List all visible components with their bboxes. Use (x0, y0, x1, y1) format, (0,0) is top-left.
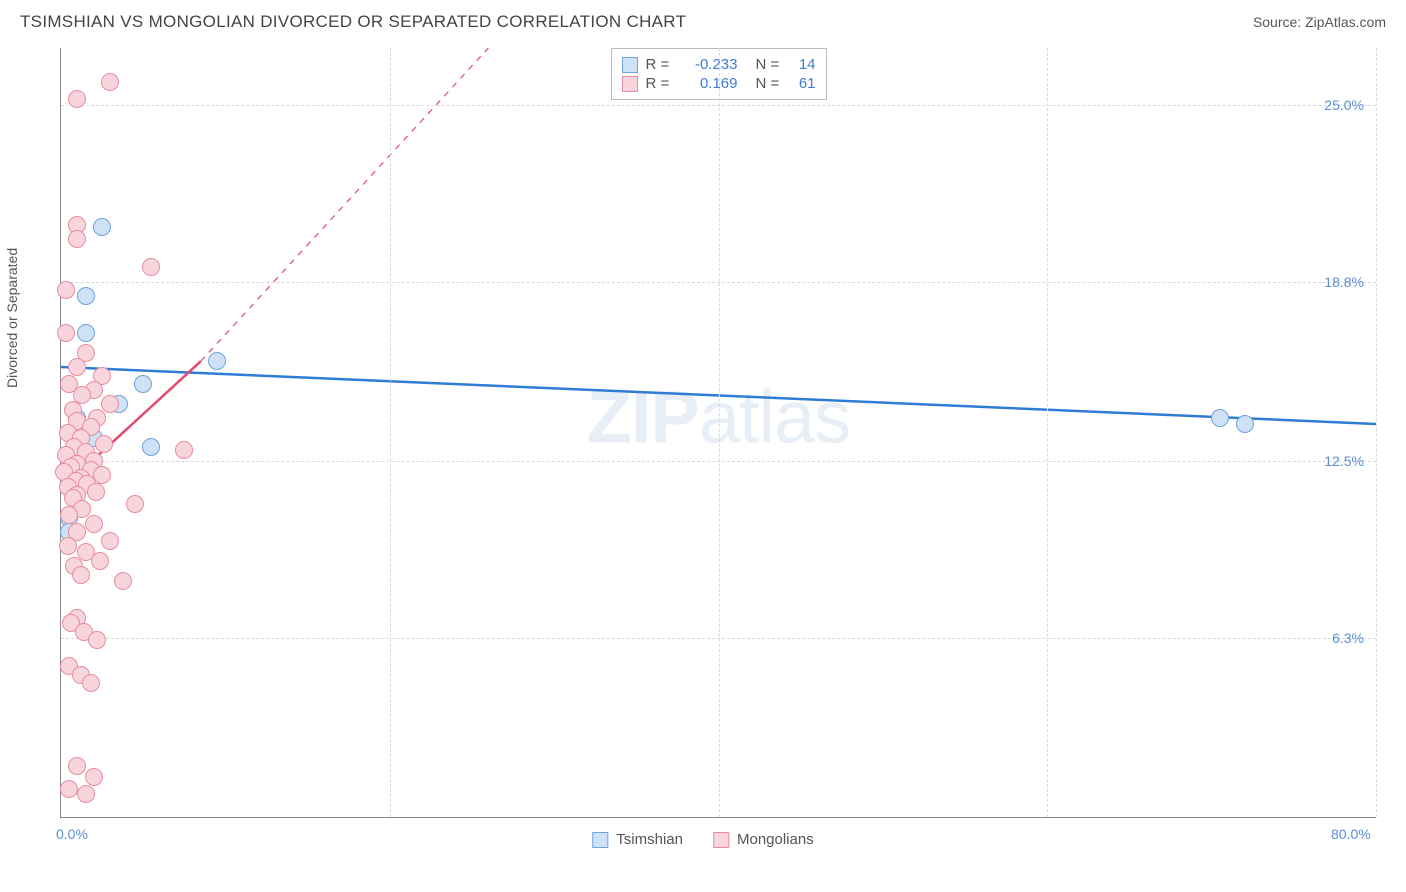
stat-r-label: R = (646, 75, 674, 92)
legend-swatch (622, 57, 638, 73)
legend-swatch (622, 76, 638, 92)
data-point (95, 435, 113, 453)
gridline-vertical (1047, 48, 1048, 817)
data-point (101, 532, 119, 550)
legend-item: Tsimshian (592, 831, 683, 848)
y-tick-label: 6.3% (1332, 630, 1364, 646)
data-point (87, 483, 105, 501)
legend-swatch (592, 832, 608, 848)
data-point (142, 438, 160, 456)
data-point (68, 230, 86, 248)
data-point (77, 785, 95, 803)
y-tick-label: 18.8% (1324, 274, 1364, 290)
chart-container: Divorced or Separated ZIPatlas R =-0.233… (20, 40, 1386, 860)
data-point (68, 358, 86, 376)
y-axis-title: Divorced or Separated (4, 248, 20, 388)
stat-n-label: N = (756, 75, 784, 92)
data-point (101, 395, 119, 413)
data-point (59, 537, 77, 555)
stat-n-value: 61 (792, 75, 816, 92)
chart-source: Source: ZipAtlas.com (1253, 14, 1386, 30)
watermark-bold: ZIP (587, 376, 699, 459)
data-point (57, 324, 75, 342)
stat-n-label: N = (756, 56, 784, 73)
stat-n-value: 14 (792, 56, 816, 73)
legend-label: Tsimshian (616, 831, 683, 848)
data-point (142, 258, 160, 276)
gridline-vertical (1376, 48, 1377, 817)
data-point (91, 552, 109, 570)
data-point (88, 631, 106, 649)
chart-header: TSIMSHIAN VS MONGOLIAN DIVORCED OR SEPAR… (0, 0, 1406, 40)
data-point (57, 281, 75, 299)
x-tick-label: 80.0% (1331, 826, 1371, 842)
data-point (60, 506, 78, 524)
data-point (72, 566, 90, 584)
data-point (134, 375, 152, 393)
data-point (77, 287, 95, 305)
data-point (208, 352, 226, 370)
data-point (1211, 409, 1229, 427)
data-point (114, 572, 132, 590)
stat-r-value: -0.233 (682, 56, 738, 73)
data-point (68, 757, 86, 775)
data-point (77, 324, 95, 342)
data-point (175, 441, 193, 459)
y-tick-label: 25.0% (1324, 97, 1364, 113)
stat-r-value: 0.169 (682, 75, 738, 92)
data-point (101, 73, 119, 91)
data-point (1236, 415, 1254, 433)
data-point (93, 218, 111, 236)
plot-area: ZIPatlas R = -0.233 N = 14 R = 0.169 N = 61 6.3… (60, 48, 1376, 818)
gridline-vertical (719, 48, 720, 817)
data-point (85, 768, 103, 786)
legend-label: Mongolians (737, 831, 814, 848)
data-point (60, 780, 78, 798)
series-legend: Tsimshian Mongolians (592, 831, 813, 848)
data-point (126, 495, 144, 513)
y-tick-label: 12.5% (1324, 453, 1364, 469)
chart-title: TSIMSHIAN VS MONGOLIAN DIVORCED OR SEPAR… (20, 12, 686, 32)
legend-swatch (713, 832, 729, 848)
x-tick-label: 0.0% (56, 826, 88, 842)
legend-item: Mongolians (713, 831, 814, 848)
stat-r-label: R = (646, 56, 674, 73)
gridline-vertical (390, 48, 391, 817)
data-point (85, 515, 103, 533)
data-point (82, 674, 100, 692)
watermark-rest: atlas (699, 376, 850, 459)
data-point (68, 90, 86, 108)
